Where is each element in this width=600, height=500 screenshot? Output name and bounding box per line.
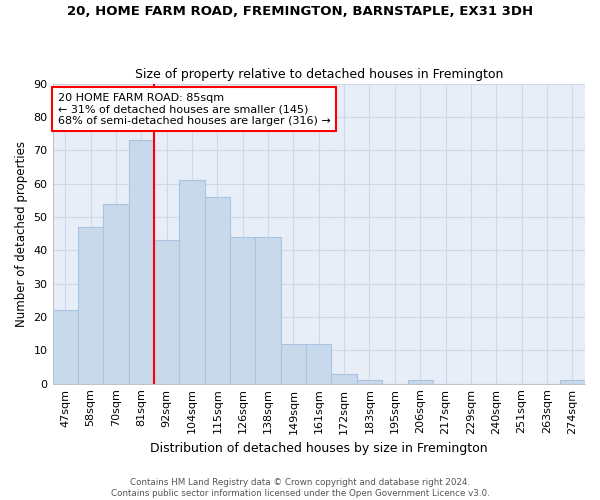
Bar <box>357 380 382 384</box>
Text: 20 HOME FARM ROAD: 85sqm
← 31% of detached houses are smaller (145)
68% of semi-: 20 HOME FARM ROAD: 85sqm ← 31% of detach… <box>58 92 331 126</box>
Bar <box>256 237 281 384</box>
Title: Size of property relative to detached houses in Fremington: Size of property relative to detached ho… <box>134 68 503 81</box>
Bar <box>128 140 154 384</box>
Bar <box>53 310 78 384</box>
Bar <box>78 227 103 384</box>
Bar <box>331 374 357 384</box>
Bar <box>154 240 179 384</box>
Bar <box>205 197 230 384</box>
Bar <box>306 344 331 384</box>
Bar <box>179 180 205 384</box>
Bar <box>230 237 256 384</box>
X-axis label: Distribution of detached houses by size in Fremington: Distribution of detached houses by size … <box>150 442 488 455</box>
Bar <box>407 380 433 384</box>
Bar <box>560 380 585 384</box>
Text: Contains HM Land Registry data © Crown copyright and database right 2024.
Contai: Contains HM Land Registry data © Crown c… <box>110 478 490 498</box>
Y-axis label: Number of detached properties: Number of detached properties <box>15 140 28 326</box>
Bar <box>281 344 306 384</box>
Text: 20, HOME FARM ROAD, FREMINGTON, BARNSTAPLE, EX31 3DH: 20, HOME FARM ROAD, FREMINGTON, BARNSTAP… <box>67 5 533 18</box>
Bar <box>103 204 128 384</box>
